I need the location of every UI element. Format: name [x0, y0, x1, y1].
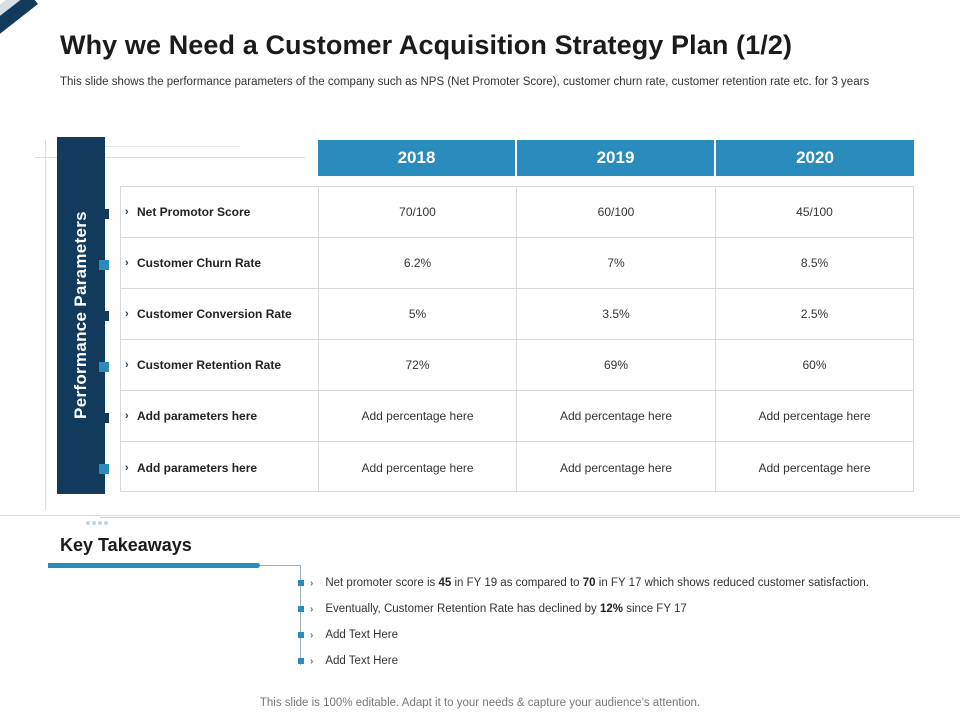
takeaways-connector-vertical	[300, 565, 301, 665]
takeaway-text: Add Text Here	[325, 629, 399, 641]
section-divider-accent	[100, 517, 960, 518]
chevron-right-icon: ›	[310, 629, 314, 641]
param-cell: › Customer Conversion Rate	[121, 289, 319, 339]
row-marker-icon	[99, 209, 109, 219]
guide-line-top	[105, 146, 240, 147]
param-cell: › Add parameters here	[121, 442, 319, 493]
takeaway-text: since FY 17	[626, 603, 687, 615]
value-cell: 45/100	[796, 205, 833, 219]
bullet-square-icon	[298, 632, 304, 638]
value-cell: Add percentage here	[758, 409, 871, 423]
value-cell: 60/100	[517, 187, 716, 237]
footer-note: This slide is 100% editable. Adapt it to…	[259, 697, 701, 709]
param-label: Add parameters here	[137, 460, 258, 475]
chevron-right-icon: ›	[125, 461, 129, 474]
value-cell: Add percentage here	[517, 391, 716, 441]
page-title: Why we Need a Customer Acquisition Strat…	[60, 30, 793, 60]
chevron-right-icon: ›	[310, 655, 314, 667]
chevron-right-icon: ›	[125, 308, 129, 320]
value-cell: 60%	[802, 358, 827, 372]
takeaway-text: in FY 17 which shows reduced customer sa…	[598, 577, 869, 589]
param-cell: › Customer Retention Rate	[121, 340, 319, 390]
parameters-table: › Net Promotor Score 70/100 60/100 45/100…	[120, 186, 914, 493]
bullet-square-icon	[298, 606, 304, 612]
takeaway-highlight: 70	[582, 577, 596, 589]
takeaway-item: › Add Text Here	[298, 629, 398, 641]
bullet-square-icon	[298, 580, 304, 586]
param-cell: › Customer Churn Rate	[121, 238, 319, 288]
value-cell: 8.5%	[800, 256, 829, 270]
value-cell: Add percentage here	[319, 391, 517, 441]
row-marker-icon	[99, 260, 109, 270]
value-cell: 3.5%	[517, 289, 716, 339]
chevron-right-icon: ›	[125, 257, 129, 269]
table-row: › Net Promotor Score 70/100 60/100 45/100	[121, 187, 913, 238]
row-marker-icon	[99, 362, 109, 372]
takeaway-item: › Add Text Here	[298, 655, 398, 667]
key-takeaways-title: Key Takeaways	[60, 535, 192, 555]
bullet-square-icon	[298, 658, 304, 664]
guide-line-horizontal	[35, 157, 305, 158]
takeaway-item: › Eventually, Customer Retention Rate ha…	[298, 603, 687, 615]
performance-parameters-bar	[57, 137, 105, 494]
key-takeaways-underline	[48, 563, 260, 568]
takeaway-highlight: 12%	[600, 603, 624, 615]
takeaway-text: Add Text Here	[325, 655, 399, 667]
param-label: Add parameters here	[137, 409, 258, 423]
takeaway-text: in FY 19 as compared to	[454, 577, 580, 589]
chevron-right-icon: ›	[310, 603, 314, 615]
param-label: Net Promotor Score	[137, 205, 251, 219]
table-row: › Customer Churn Rate 6.2% 7% 8.5%	[121, 238, 913, 289]
guide-line-vertical	[45, 140, 46, 510]
value-cell: 2.5%	[800, 307, 829, 321]
divider-dots	[86, 512, 110, 530]
row-marker-icon	[99, 413, 109, 423]
table-row: › Add parameters here Add percentage here…	[121, 391, 913, 442]
takeaway-highlight: 45	[438, 577, 452, 589]
takeaway-item: › Net promoter score is 45 in FY 19 as c…	[298, 577, 869, 589]
table-row: › Customer Conversion Rate 5% 3.5% 2.5%	[121, 289, 913, 340]
param-label: Customer Conversion Rate	[137, 307, 292, 321]
row-marker-icon	[99, 311, 109, 321]
param-label: Customer Retention Rate	[137, 358, 282, 372]
value-cell: Add percentage here	[758, 460, 871, 475]
value-cell: 7%	[517, 238, 716, 288]
value-cell: Add percentage here	[517, 442, 716, 493]
row-marker-icon	[99, 464, 109, 474]
chevron-right-icon: ›	[125, 410, 129, 422]
value-cell: 70/100	[319, 187, 517, 237]
chevron-right-icon: ›	[310, 577, 314, 589]
section-divider	[0, 515, 960, 516]
year-header-2018: 2018	[318, 140, 515, 176]
takeaway-text: Net promoter score is	[325, 577, 436, 589]
param-cell: › Add parameters here	[121, 391, 319, 441]
chevron-right-icon: ›	[125, 359, 129, 371]
page-subtitle: This slide shows the performance paramet…	[60, 76, 870, 88]
param-label: Customer Churn Rate	[137, 256, 262, 270]
value-cell: Add percentage here	[319, 442, 517, 493]
takeaway-text: Eventually, Customer Retention Rate has …	[325, 603, 597, 615]
value-cell: 5%	[319, 289, 517, 339]
value-cell: 6.2%	[319, 238, 517, 288]
param-cell: › Net Promotor Score	[121, 187, 319, 237]
value-cell: 69%	[517, 340, 716, 390]
table-row: › Customer Retention Rate 72% 69% 60%	[121, 340, 913, 391]
table-row: › Add parameters here Add percentage here…	[121, 442, 913, 493]
performance-parameters-label: Performance Parameters	[71, 211, 90, 419]
value-cell: 72%	[319, 340, 517, 390]
year-header-2020: 2020	[716, 140, 914, 176]
year-header-2019: 2019	[517, 140, 714, 176]
takeaways-connector	[260, 565, 300, 566]
chevron-right-icon: ›	[125, 206, 129, 218]
